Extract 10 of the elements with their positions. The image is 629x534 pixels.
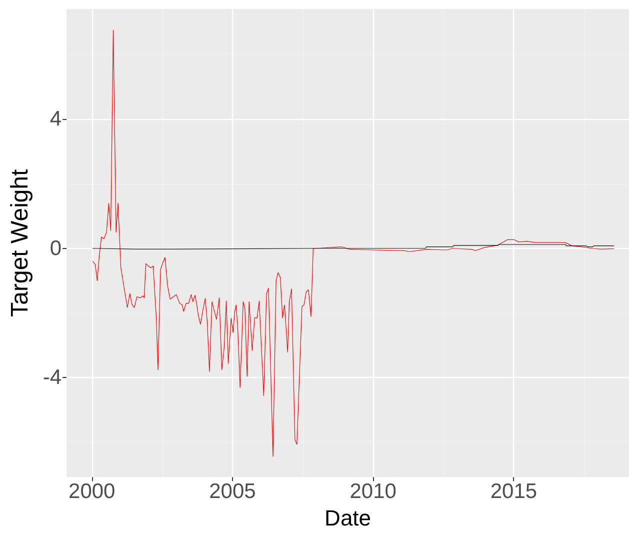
y-tick-label: 0 [50,236,62,260]
x-axis-title: Date [324,506,372,530]
line-series [92,30,614,457]
y-tick-label: 4 [50,108,62,131]
x-tick-label: 2015 [490,480,538,504]
x-tick-label: 2005 [209,480,256,504]
y-tick-label: -4 [42,366,62,390]
x-tick-label: 2010 [350,480,396,504]
x-tick-label: 2000 [68,480,116,504]
y-axis-title: Target Weight [6,168,34,317]
